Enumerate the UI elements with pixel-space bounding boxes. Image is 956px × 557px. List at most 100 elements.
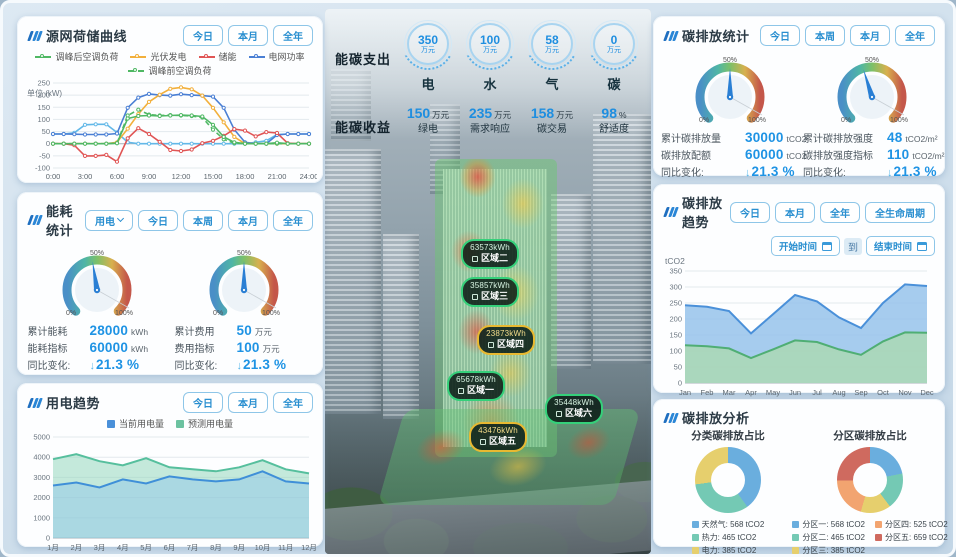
range-button[interactable]: 全年	[273, 392, 313, 413]
legend-item[interactable]: 调峰后空调负荷	[35, 50, 118, 63]
svg-text:50%: 50%	[723, 57, 737, 64]
background-building	[551, 194, 591, 369]
legend-item[interactable]: 分区五: 659 tCO2	[875, 532, 948, 543]
legend-item[interactable]: 预测用电量	[176, 417, 233, 430]
line-chart: -100 -50 0 50 100 150 200 250 0:00 3:00 6:00 9:00 12…	[17, 78, 323, 187]
range-button[interactable]: 全生命周期	[865, 201, 935, 223]
legend-item[interactable]: 储能	[198, 50, 237, 63]
range-button[interactable]: 本周	[805, 25, 845, 46]
svg-text:300: 300	[669, 283, 682, 292]
svg-text:50: 50	[674, 363, 682, 372]
zone-name: 区域五	[477, 436, 519, 447]
zone-kwh: 23873kWh	[486, 329, 526, 338]
start-date-picker[interactable]: 开始时间	[770, 236, 840, 256]
range-button[interactable]: 本月	[775, 201, 815, 223]
legend-line-marker	[35, 53, 52, 58]
gauge: 0% 50% 100% 累计碳排放量 30000 tCO2 碳排放配额 60000 …	[659, 51, 806, 181]
zone-label[interactable]: 35448kWh 区域六	[545, 394, 603, 425]
range-button[interactable]: 全年	[895, 25, 935, 46]
stat-unit: 万元	[421, 47, 435, 54]
stat-unit: kWh	[131, 327, 149, 337]
range-button[interactable]: 本月	[228, 25, 268, 46]
stat-value: 350	[417, 33, 439, 47]
range-button[interactable]: 全年	[273, 25, 313, 46]
grid-icon	[555, 410, 562, 417]
legend-swatch	[691, 534, 699, 541]
stat-value: 98%	[601, 105, 627, 121]
panel-energy-stats: 能耗统计 用电 今日 本周 本月 全年 0% 50% 100% 累计能耗 28000	[17, 192, 323, 375]
range-button[interactable]: 本月	[850, 25, 890, 46]
legend-item[interactable]: 分区四: 525 tCO2	[875, 519, 948, 530]
legend-item[interactable]: 分区三: 385 tCO2	[792, 545, 865, 554]
legend-item[interactable]: 电力: 385 tCO2	[691, 545, 765, 554]
income-label: 能碳收益	[335, 120, 392, 135]
zone-label[interactable]: 35857kWh 区域三	[461, 277, 519, 308]
svg-text:100: 100	[37, 115, 50, 124]
stat-row: 碳排放配额 60000 tCO2	[659, 147, 806, 164]
legend-item[interactable]: 分区一: 568 tCO2	[792, 519, 865, 530]
range-button[interactable]: 全年	[820, 201, 860, 223]
expense-item: 100 万元 水	[461, 20, 519, 93]
stat-row: 能耗指标 60000 kWh	[26, 340, 168, 357]
svg-text:9月: 9月	[233, 543, 245, 552]
building-heatmap-view: 能碳支出 350 万元 电 100 万元 水 58 万元 气 0 万元 碳 能碳…	[325, 9, 651, 554]
svg-text:250: 250	[669, 299, 682, 308]
panel-title: 碳排放统计	[682, 29, 750, 44]
range-button[interactable]: 全年	[273, 209, 313, 231]
svg-text:0%: 0%	[65, 310, 75, 317]
svg-text:100%: 100%	[748, 117, 766, 124]
stat-unit: 万元	[254, 327, 272, 337]
zone-name: 区域四	[485, 339, 527, 350]
legend-item[interactable]: 调峰前空调负荷	[128, 64, 212, 77]
legend-item[interactable]: 当前用电量	[106, 417, 164, 430]
svg-text:0:00: 0:00	[46, 172, 61, 181]
svg-text:200: 200	[669, 315, 682, 324]
svg-text:1月: 1月	[47, 543, 59, 552]
stat-unit: tCO2/m²	[905, 134, 938, 144]
zone-label[interactable]: 43476kWh 区域五	[469, 422, 527, 453]
panel-title-icon	[27, 215, 43, 225]
panel-title: 碳排放趋势	[682, 196, 723, 230]
end-date-picker[interactable]: 结束时间	[865, 236, 935, 256]
svg-text:10月: 10月	[255, 543, 271, 552]
stat-unit: kWh	[131, 344, 149, 354]
down-arrow-icon: ↓	[236, 360, 243, 372]
zone-label[interactable]: 23873kWh 区域四	[477, 325, 535, 356]
range-button[interactable]: 今日	[183, 392, 223, 413]
stat-value: 48	[887, 130, 903, 145]
legend-item[interactable]: 天然气: 568 tCO2	[691, 519, 764, 530]
range-button[interactable]: 本周	[183, 209, 223, 231]
range-button[interactable]: 今日	[760, 25, 800, 46]
svg-text:3000: 3000	[33, 473, 50, 482]
range-buttons: 今日 本月 全年	[183, 392, 313, 413]
type-dropdown[interactable]: 用电	[85, 209, 133, 231]
zone-name: 区域二	[469, 253, 511, 264]
range-buttons: 今日 本周 本月 全年	[760, 25, 935, 46]
legend-item[interactable]: 热力: 465 tCO2	[691, 532, 765, 543]
range-button[interactable]: 今日	[730, 201, 770, 223]
svg-text:Aug: Aug	[832, 388, 845, 397]
stat-label: 同比变化:	[174, 361, 218, 372]
donut-subtitle: 分类碳排放占比	[691, 430, 765, 442]
zone-label[interactable]: 65678kWh 区域一	[447, 371, 505, 402]
legend-item[interactable]: 电网功率	[248, 50, 305, 63]
zone-label[interactable]: 63573kWh 区域二	[461, 239, 519, 270]
calendar-icon	[917, 241, 927, 251]
range-button[interactable]: 本月	[228, 209, 268, 231]
stat-label: 同比变化:	[661, 168, 704, 179]
range-button[interactable]: 本月	[228, 392, 268, 413]
grid-icon	[487, 341, 494, 348]
expense-label: 能碳支出	[335, 52, 392, 67]
panel-title: 用电趋势	[46, 396, 101, 411]
stat-unit: tCO2/m²	[912, 151, 945, 161]
stat-unit: tCO2	[786, 151, 807, 161]
panel-title-icon	[663, 30, 679, 41]
range-button[interactable]: 今日	[183, 25, 223, 46]
range-button[interactable]: 今日	[138, 209, 178, 231]
chart-legend: 调峰后空调负荷 光伏发电 储能 电网功率调峰前空调负荷	[17, 49, 323, 78]
donut-chart-column: 分类碳排放占比 天然气: 568 tCO2 热力: 465 tCO2 电力: 3…	[657, 427, 799, 554]
svg-text:18:00: 18:00	[236, 172, 255, 181]
legend-label: 电网功率	[268, 52, 305, 62]
legend-item[interactable]: 光伏发电	[130, 50, 187, 63]
legend-item[interactable]: 分区二: 465 tCO2	[792, 532, 865, 543]
